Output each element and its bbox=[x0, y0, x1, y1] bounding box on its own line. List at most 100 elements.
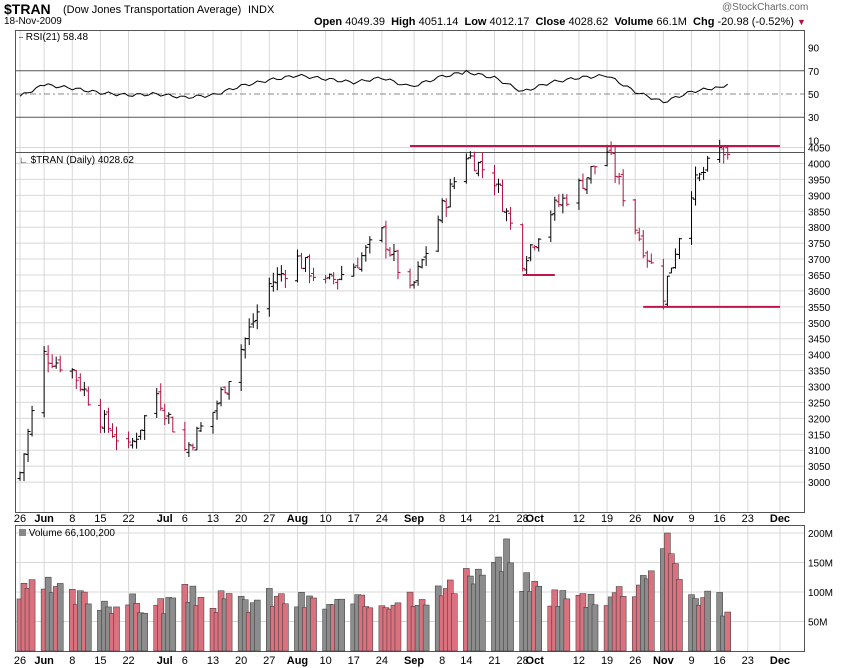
ohlc-bar bbox=[222, 386, 228, 394]
volume-y-tick-label: 50M bbox=[808, 618, 827, 629]
volume-bar bbox=[282, 603, 289, 652]
rsi-y-tick-label: 70 bbox=[808, 67, 820, 78]
low-value: 4012.17 bbox=[489, 16, 530, 28]
ohlc-bar bbox=[335, 279, 341, 290]
volume-x-tick-label: Oct bbox=[526, 655, 545, 667]
ohlc-bar bbox=[616, 172, 622, 185]
ohlc-bar bbox=[218, 387, 224, 407]
down-arrow-icon: ▼ bbox=[797, 17, 806, 27]
volume-bar bbox=[535, 586, 542, 652]
ohlc-bar-last bbox=[725, 147, 731, 160]
ohlc-bar bbox=[53, 356, 59, 369]
ohlc-bar bbox=[548, 210, 554, 243]
ohlc-bar bbox=[311, 267, 317, 282]
ohlc-bar bbox=[186, 442, 192, 458]
ohlc-bar bbox=[383, 220, 389, 259]
volume-x-tick-label: 8 bbox=[69, 655, 75, 667]
ohlc-bar bbox=[69, 368, 75, 379]
ticker-symbol: $TRAN bbox=[4, 1, 51, 17]
volume-label: Volume 66,100,200 bbox=[28, 528, 115, 539]
price-x-tick-label: 8 bbox=[439, 513, 445, 525]
volume-x-tick-label: Jun bbox=[34, 655, 54, 667]
ohlc-bar bbox=[57, 355, 63, 373]
ohlc-bar bbox=[588, 165, 594, 184]
ohlc-bar bbox=[697, 172, 703, 182]
price-y-tick-label: 3250 bbox=[808, 398, 831, 409]
price-x-tick-label: 20 bbox=[235, 513, 247, 525]
ohlc-bar bbox=[423, 246, 429, 266]
price-x-tick-label: 6 bbox=[182, 513, 188, 525]
brand-logo: @StockCharts.com bbox=[722, 2, 809, 13]
price-x-tick-label: 13 bbox=[207, 513, 219, 525]
close-value: 4028.62 bbox=[568, 16, 609, 28]
ohlc-bar bbox=[307, 254, 313, 284]
price-y-tick-label: 3450 bbox=[808, 335, 831, 346]
ohlc-bar bbox=[411, 281, 417, 289]
volume-bar-last bbox=[724, 611, 731, 652]
price-y-tick-label: 3100 bbox=[808, 446, 831, 457]
ohlc-bar bbox=[339, 265, 345, 281]
volume-x-tick-label: Dec bbox=[770, 655, 790, 667]
ohlc-bar bbox=[134, 432, 140, 449]
price-x-tick-label: 23 bbox=[742, 513, 754, 525]
ohlc-bar bbox=[166, 412, 172, 424]
ohlc-bar bbox=[214, 400, 220, 420]
price-x-tick-label: Oct bbox=[526, 513, 545, 525]
volume-x-tick-label: 12 bbox=[573, 655, 585, 667]
price-y-tick-label: 3050 bbox=[808, 462, 831, 473]
volume-panel bbox=[15, 525, 805, 652]
ohlc-bar bbox=[592, 165, 598, 175]
volume-x-tick-label: 24 bbox=[376, 655, 388, 667]
price-x-tick-label: 19 bbox=[601, 513, 613, 525]
ohlc-bar bbox=[282, 269, 288, 289]
volume-x-tick-label: 22 bbox=[122, 655, 134, 667]
ohlc-bar bbox=[705, 155, 711, 172]
ohlc-bar bbox=[689, 191, 695, 245]
ohlc-bar bbox=[668, 267, 674, 274]
volume-bar bbox=[422, 604, 430, 652]
ohlc-bar bbox=[504, 208, 510, 222]
ohlc-bar bbox=[97, 398, 103, 434]
price-y-tick-label: 3750 bbox=[808, 239, 831, 250]
ohlc-bar bbox=[190, 443, 196, 451]
price-x-tick-label: 27 bbox=[263, 513, 275, 525]
ohlc-bar bbox=[644, 250, 650, 268]
close-label: Close bbox=[535, 16, 566, 28]
ohlc-bar bbox=[355, 257, 361, 269]
ohlc-bar bbox=[73, 369, 79, 390]
price-y-tick-label: 4050 bbox=[808, 144, 831, 155]
volume-x-tick-label: 6 bbox=[182, 655, 188, 667]
volume-bar bbox=[310, 597, 317, 652]
price-y-tick-label: 3800 bbox=[808, 223, 831, 234]
ohlc-bar bbox=[182, 421, 188, 451]
volume-x-tick-label: Nov bbox=[653, 655, 675, 667]
ohlc-bar bbox=[721, 146, 727, 164]
ohlc-bar bbox=[154, 388, 160, 418]
high-value: 4051.14 bbox=[418, 16, 459, 28]
volume-x-tick-label: 23 bbox=[742, 655, 754, 667]
ohlc-bar bbox=[351, 263, 357, 277]
ohlc-bar bbox=[323, 274, 329, 284]
volume-bar bbox=[704, 590, 711, 652]
price-y-tick-label: 3650 bbox=[808, 271, 831, 282]
rsi-legend-icon: ⎯ bbox=[19, 33, 23, 42]
ohlc-bar bbox=[138, 429, 144, 440]
ohlc-bar bbox=[447, 178, 453, 208]
ohlc-bar bbox=[379, 226, 385, 243]
price-x-tick-label: 15 bbox=[94, 513, 106, 525]
ohlc-bar bbox=[701, 166, 707, 180]
price-x-tick-label: 26 bbox=[14, 513, 26, 525]
price-x-tick-label: 16 bbox=[714, 513, 726, 525]
volume-bar bbox=[563, 598, 571, 652]
volume-bar bbox=[113, 606, 120, 652]
ohlc-bar bbox=[278, 265, 284, 282]
ohlc-bar bbox=[198, 422, 204, 432]
volume-bar bbox=[169, 597, 177, 652]
price-x-tick-label: 21 bbox=[488, 513, 500, 525]
volume-x-tick-label: 21 bbox=[488, 655, 500, 667]
chg-value: -20.98 (-0.52%) bbox=[717, 16, 794, 28]
volume-bar bbox=[479, 574, 486, 652]
volume-bar bbox=[507, 562, 514, 652]
price-y-tick-label: 3700 bbox=[808, 255, 831, 266]
